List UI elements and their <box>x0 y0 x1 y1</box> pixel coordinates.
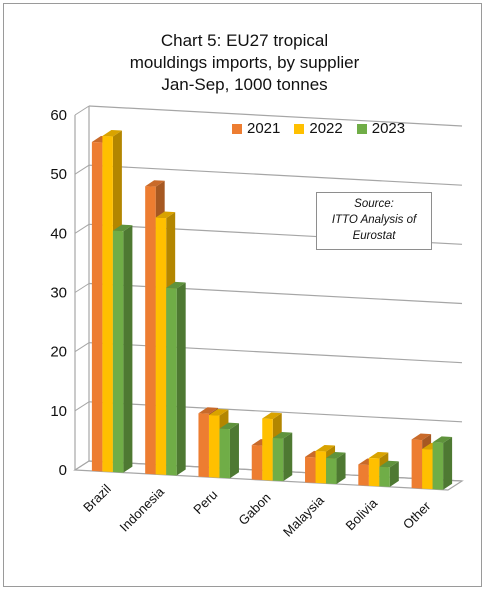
bar-top <box>315 444 336 452</box>
bar-side <box>176 282 186 476</box>
bar-top <box>112 224 133 232</box>
y-tick-label: 10 <box>50 403 67 420</box>
bar-top <box>219 422 239 430</box>
chart-frame <box>3 3 482 587</box>
bar-malaysia-2023 <box>326 452 346 485</box>
legend-swatch-2021 <box>232 123 242 134</box>
legend-item-2021: 2021 <box>232 120 280 137</box>
x-category-label: Bolivia <box>343 495 381 533</box>
x-category-label: Malaysia <box>280 492 327 539</box>
chart-title: Chart 5: EU27 tropical mouldings imports… <box>0 30 489 96</box>
bar-front <box>368 457 380 487</box>
bar-indonesia-2023 <box>166 281 186 476</box>
y-tick-label: 0 <box>59 462 67 479</box>
bar-peru-2023 <box>219 422 239 479</box>
bar-top <box>198 407 218 414</box>
y-tick-label: 20 <box>50 344 67 361</box>
legend-swatch-2023 <box>356 123 367 134</box>
bar-front <box>198 413 209 478</box>
bar-front <box>155 217 167 475</box>
bar-top <box>145 180 165 187</box>
legend-label-2022: 2022 <box>309 120 343 137</box>
bar-front <box>145 186 156 475</box>
source-note: Source: ITTO Analysis of Eurostat <box>316 192 432 250</box>
bar-top <box>102 129 122 137</box>
y-tick-label: 40 <box>50 225 67 242</box>
bar-front <box>432 442 444 490</box>
bar-top <box>155 211 176 219</box>
legend: 2021 2022 2023 <box>232 120 405 137</box>
gridline <box>88 105 463 127</box>
x-category-label: Indonesia <box>117 484 168 535</box>
bar-front <box>91 141 103 472</box>
x-category-label: Brazil <box>80 481 114 515</box>
bar-front <box>208 415 220 478</box>
bar-front <box>272 438 284 482</box>
legend-item-2023: 2023 <box>356 120 406 137</box>
bar-side <box>123 225 133 473</box>
bar-top <box>411 433 432 441</box>
gridline <box>88 342 463 364</box>
bar-front <box>219 428 230 479</box>
y-tick-label: 30 <box>50 285 67 302</box>
chart-title-line-3: Jan-Sep, 1000 tonnes <box>161 75 328 94</box>
bar-front <box>422 448 433 490</box>
x-category-label: Peru <box>190 487 220 517</box>
bar-top <box>432 436 453 443</box>
gridline-side <box>74 164 90 175</box>
bar-top <box>379 460 399 468</box>
bar-front <box>379 466 390 487</box>
bar-front <box>102 135 113 473</box>
gridline-side <box>74 342 90 353</box>
bar-side <box>283 432 293 482</box>
bar-front <box>315 450 327 484</box>
gridline <box>88 164 463 186</box>
bar-front <box>262 418 273 481</box>
gridline-side <box>74 105 90 116</box>
x-category-label: Other <box>400 498 434 532</box>
bar-front <box>251 445 263 481</box>
bar-bolivia-2023 <box>379 460 399 487</box>
legend-label-2023: 2023 <box>371 120 406 137</box>
bar-top <box>368 451 389 459</box>
bar-front <box>411 439 423 489</box>
x-category-label: Gabon <box>235 490 273 528</box>
bar-gabon-2023 <box>272 432 293 482</box>
y-tick-label: 50 <box>50 166 67 183</box>
bar-side <box>229 423 239 479</box>
bar-side <box>443 436 453 490</box>
bar-front <box>305 456 316 483</box>
legend-label-2021: 2021 <box>247 120 281 137</box>
bars <box>91 129 453 490</box>
y-tick-label: 60 <box>50 107 67 124</box>
gridline-side <box>74 283 90 293</box>
gridline <box>88 282 463 305</box>
bar-other-2023 <box>432 436 453 490</box>
bar-top <box>262 412 282 420</box>
bar-top <box>272 432 293 439</box>
chart-title-line-1: Chart 5: EU27 tropical <box>160 31 329 50</box>
bar-side <box>389 461 399 487</box>
source-line-2: ITTO Analysis of <box>331 214 417 226</box>
source-line-1: Source: <box>354 198 394 210</box>
gridline-side <box>74 401 90 412</box>
gridline-side <box>74 223 90 234</box>
bar-top <box>326 452 346 459</box>
source-line-3: Eurostat <box>352 230 396 242</box>
legend-item-2022: 2022 <box>294 120 343 137</box>
bar-top <box>166 281 186 289</box>
bar-brazil-2023 <box>112 224 133 473</box>
bar-front <box>112 230 124 473</box>
chart-title-line-2: mouldings imports, by supplier <box>129 53 360 72</box>
bar-top <box>208 409 229 416</box>
bar-side <box>336 452 346 485</box>
bar-front <box>358 464 369 486</box>
floor <box>73 460 464 491</box>
legend-swatch-2022 <box>294 123 305 134</box>
bar-front <box>166 287 177 476</box>
bar-front <box>326 458 337 485</box>
